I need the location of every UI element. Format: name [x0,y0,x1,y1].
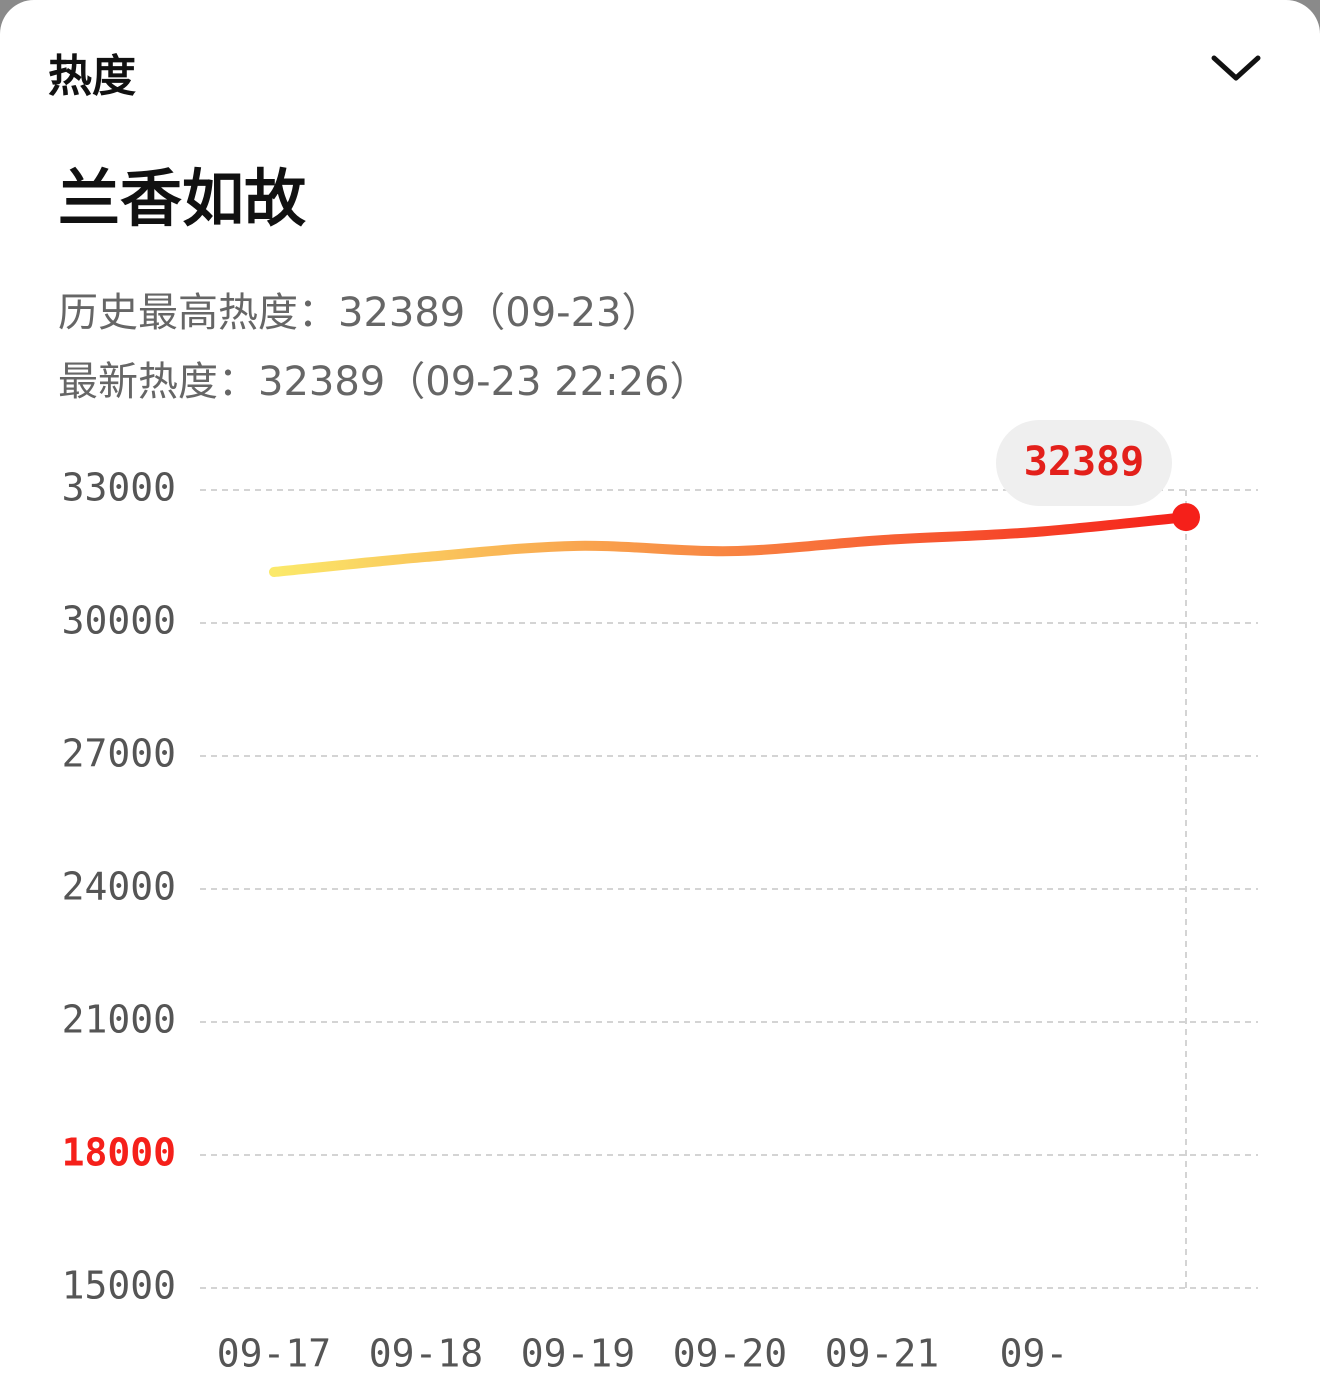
x-tick-label: 09- [1000,1332,1069,1376]
y-tick-label: 30000 [62,599,176,643]
collapse-icon[interactable] [1206,50,1266,90]
y-tick-label: 24000 [62,865,176,909]
y-tick-label: 33000 [62,466,176,510]
header-title: 热度 [48,51,136,102]
point [1172,503,1200,532]
y-tick-label: 27000 [62,732,176,776]
x-tick-label: 09-20 [673,1332,787,1376]
value-bubble [996,420,1172,506]
line [269,512,1191,578]
x-tick-label: 09-19 [521,1332,635,1376]
y-tick-label: 21000 [62,998,176,1042]
y-tick-label: 18000 [62,1131,176,1175]
value-label: 32389 [1024,439,1144,485]
y-tick-label: 15000 [62,1264,176,1308]
x-tick-label: 09-18 [369,1332,483,1376]
stat-peak: 历史最高热度：32389（09-23） [58,290,662,336]
topic-title: 兰香如故 [58,162,307,235]
stat-latest: 最新热度：32389（09-23 22:26） [58,359,710,405]
x-tick-label: 09-17 [217,1332,331,1376]
x-tick-label: 09-21 [825,1332,939,1376]
